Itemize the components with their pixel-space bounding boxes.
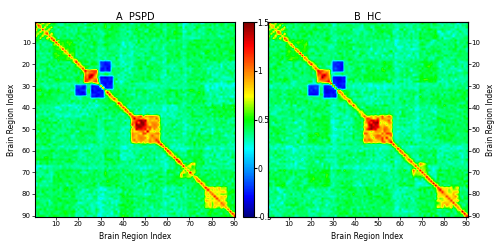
Title: A  PSPD: A PSPD: [116, 12, 154, 22]
Y-axis label: Brain Region Index: Brain Region Index: [8, 83, 16, 156]
X-axis label: Brain Region Index: Brain Region Index: [332, 232, 404, 241]
X-axis label: Brain Region Index: Brain Region Index: [99, 232, 171, 241]
Title: B  HC: B HC: [354, 12, 381, 22]
Y-axis label: Brain Region Index: Brain Region Index: [486, 83, 495, 156]
